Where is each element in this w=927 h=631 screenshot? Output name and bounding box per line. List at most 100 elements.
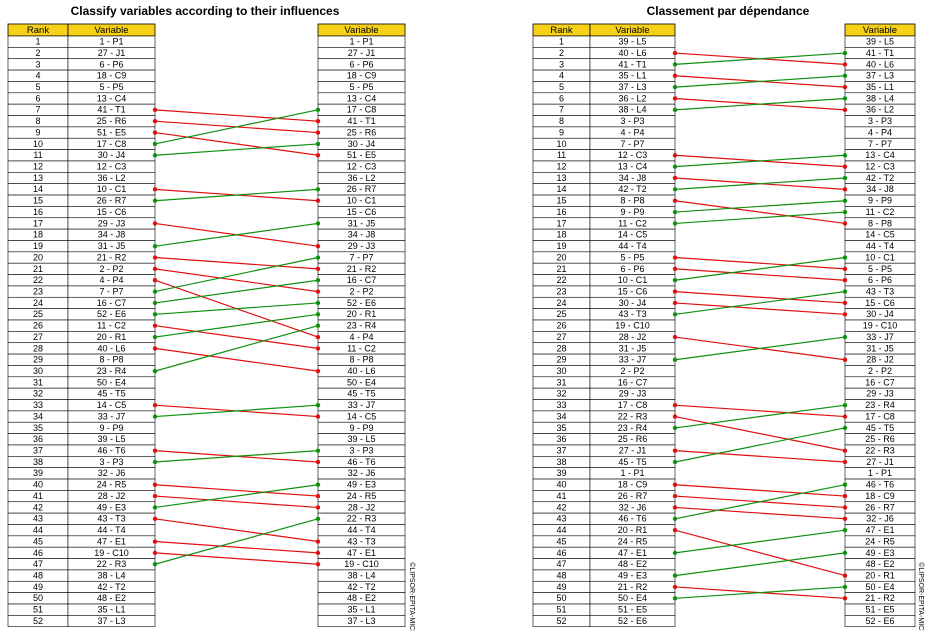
variable-label: 24 - R5 [97, 480, 127, 490]
rank-shift-line [154, 268, 319, 293]
line-end-dot [315, 562, 321, 567]
variable-label: 41 - T1 [97, 105, 125, 115]
variable-label: 8 - P8 [868, 218, 892, 228]
variable-label: 51 - E5 [618, 605, 647, 615]
line-end-dot [842, 448, 848, 453]
rank-label: 16 [556, 207, 566, 217]
variable-label: 1 - P1 [868, 468, 892, 478]
header-label: Variable [94, 25, 128, 36]
variable-label: 34 - J8 [619, 173, 647, 183]
line-end-dot [842, 164, 848, 169]
line-end-dot [315, 414, 321, 419]
variable-label: 7 - P7 [868, 139, 892, 149]
variable-label: 48 - E2 [347, 593, 376, 603]
line-end-dot [842, 73, 848, 78]
variable-label: 49 - E3 [97, 502, 126, 512]
rank-shift-line [154, 518, 319, 543]
variable-label: 27 - J1 [619, 446, 647, 456]
rank-label: 2 [35, 48, 40, 58]
rank-label: 45 [556, 536, 566, 546]
line-end-dot [672, 266, 678, 272]
rank-label: 10 [33, 139, 43, 149]
variable-label: 46 - T6 [97, 446, 125, 456]
variable-label: 21 - R2 [97, 252, 127, 262]
line-end-dot [152, 221, 158, 226]
variable-label: 39 - L5 [347, 434, 375, 444]
line-end-dot [672, 573, 678, 578]
line-end-dot [152, 414, 158, 419]
rank-label: 5 [559, 82, 564, 92]
variable-label: 23 - R4 [97, 366, 127, 376]
rank-shift-line [674, 404, 846, 429]
rank-label: 42 [556, 502, 566, 512]
variable-label: 22 - R3 [347, 514, 377, 524]
rank-label: 7 [559, 105, 564, 115]
variable-label: 5 - P5 [349, 82, 373, 92]
line-end-dot [842, 573, 848, 578]
line-end-dot [672, 96, 678, 101]
variable-label: 6 - P6 [99, 59, 123, 69]
line-end-dot [152, 493, 158, 499]
variable-label: 1 - P1 [349, 37, 373, 47]
variable-label: 6 - P6 [620, 264, 644, 274]
line-end-dot [152, 300, 158, 306]
variable-label: 46 - T6 [618, 514, 646, 524]
header-label: Variable [615, 25, 649, 36]
variable-label: 28 - J2 [348, 502, 376, 512]
variable-label: 52 - E6 [618, 616, 647, 626]
line-end-dot [672, 278, 678, 283]
rank-label: 16 [33, 207, 43, 217]
line-end-dot [315, 107, 321, 113]
variable-label: 17 - C8 [865, 411, 895, 421]
rank-label: 13 [556, 173, 566, 183]
line-end-dot [672, 403, 678, 408]
variable-label: 40 - L6 [97, 343, 125, 353]
line-end-dot [842, 527, 848, 533]
rank-shift-line [674, 552, 846, 577]
rank-shift-line [674, 484, 846, 520]
rank-label: 51 [33, 605, 43, 615]
variable-label: 51 - E5 [97, 127, 126, 137]
rank-label: 21 [556, 264, 566, 274]
variable-label: 24 - R5 [618, 536, 648, 546]
rank-label: 9 [35, 127, 40, 137]
rank-label: 28 [33, 343, 43, 353]
line-end-dot [152, 448, 158, 453]
rank-shift-line [674, 404, 846, 418]
line-end-dot [672, 584, 678, 590]
line-end-dot [672, 107, 678, 113]
rank-label: 29 [556, 355, 566, 365]
variable-label: 22 - R3 [865, 446, 895, 456]
variable-label: 36 - L2 [866, 105, 894, 115]
variable-label: 52 - E6 [97, 309, 126, 319]
variable-label: 3 - P3 [868, 116, 892, 126]
line-end-dot [672, 255, 678, 260]
rank-shift-line [154, 313, 319, 338]
rank-label: 24 [556, 298, 566, 308]
variable-label: 32 - J6 [98, 468, 126, 478]
variable-label: 32 - J6 [866, 514, 894, 524]
variable-label: 28 - J2 [98, 491, 126, 501]
line-end-dot [315, 516, 321, 521]
variable-label: 35 - L1 [97, 605, 125, 615]
rank-shift-line [154, 484, 319, 509]
rank-label: 15 [556, 196, 566, 206]
variable-label: 23 - R4 [865, 400, 895, 410]
variable-label: 15 - C6 [347, 207, 377, 217]
rank-label: 22 [556, 275, 566, 285]
rank-shift-line [154, 109, 319, 122]
line-end-dot [672, 164, 678, 169]
variable-label: 29 - J3 [619, 389, 647, 399]
line-end-dot [315, 459, 321, 465]
line-end-dot [842, 357, 848, 362]
variable-label: 34 - J8 [98, 230, 126, 240]
variable-label: 40 - L6 [618, 48, 646, 58]
rank-label: 18 [556, 230, 566, 240]
line-end-dot [842, 175, 848, 181]
variable-label: 6 - P6 [349, 59, 373, 69]
variable-label: 16 - C7 [618, 377, 648, 387]
rank-label: 4 [35, 71, 40, 81]
variable-label: 15 - C6 [97, 207, 127, 217]
line-end-dot [152, 312, 158, 317]
line-end-dot [842, 414, 848, 419]
